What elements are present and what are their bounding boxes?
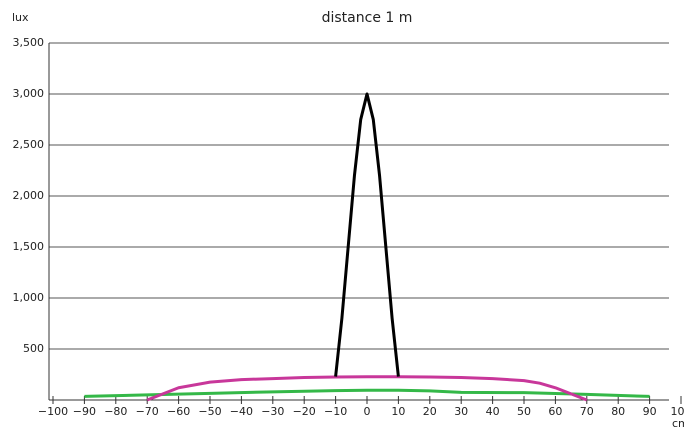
series-line <box>146 375 588 402</box>
x-tick-label: 100 <box>671 405 684 418</box>
y-tick-label: 500 <box>23 342 44 355</box>
y-axis-label: lux <box>12 11 29 24</box>
x-tick-label: −40 <box>230 405 253 418</box>
x-tick-label: −30 <box>261 405 284 418</box>
series-line <box>334 92 400 377</box>
y-tick-label: 2,000 <box>13 189 45 202</box>
y-tick-label: 1,000 <box>13 291 45 304</box>
y-tick-label: 3,500 <box>13 36 45 49</box>
x-tick-label: 60 <box>548 405 562 418</box>
x-tick-label: −50 <box>198 405 221 418</box>
series-line <box>84 388 650 398</box>
x-tick-label: 40 <box>486 405 500 418</box>
x-tick-label: −70 <box>136 405 159 418</box>
x-tick-label: −20 <box>293 405 316 418</box>
y-tick-label: 3,000 <box>13 87 45 100</box>
chart-title: distance 1 m <box>322 10 413 26</box>
x-tick-label: 0 <box>364 405 371 418</box>
x-tick-label: −60 <box>167 405 190 418</box>
x-tick-label: 70 <box>580 405 594 418</box>
x-tick-label: 50 <box>517 405 531 418</box>
x-tick-label: −90 <box>73 405 96 418</box>
x-tick-label: −10 <box>324 405 347 418</box>
x-tick-label: −80 <box>104 405 127 418</box>
x-tick-label: 80 <box>611 405 625 418</box>
y-tick-label: 1,500 <box>13 240 45 253</box>
x-tick-label: 90 <box>643 405 657 418</box>
x-tick-label: 10 <box>391 405 405 418</box>
x-tick-label: −100 <box>38 405 68 418</box>
x-tick-label: 30 <box>454 405 468 418</box>
x-tick-label: 20 <box>423 405 437 418</box>
x-axis-label: cm <box>672 417 684 430</box>
y-tick-label: 2,500 <box>13 138 45 151</box>
